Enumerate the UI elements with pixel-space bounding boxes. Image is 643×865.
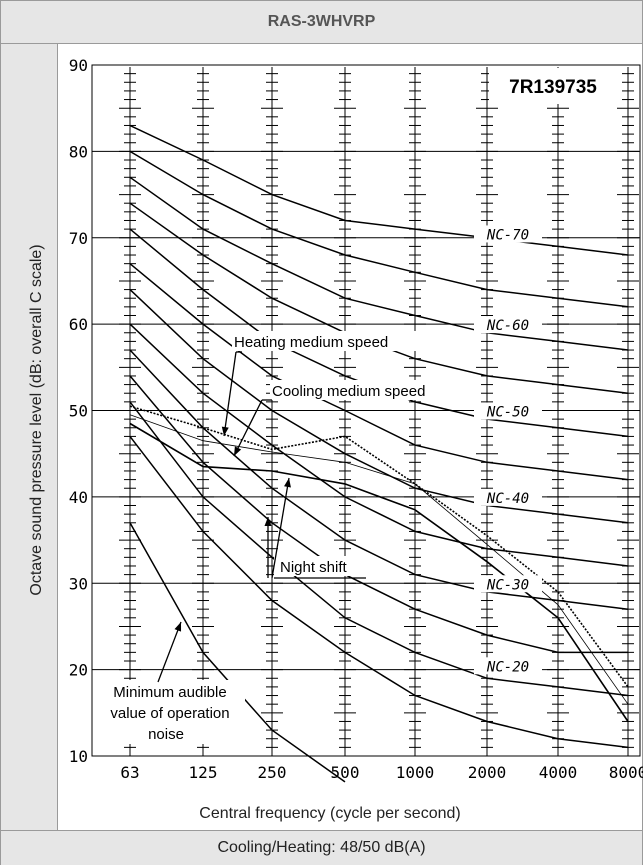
night-arrow-1-head [264, 517, 272, 526]
nc-curve [129, 375, 628, 654]
x-tick-label: 63 [120, 763, 139, 782]
cooling-label-bg [270, 380, 464, 400]
x-tick-label: 8000 [609, 763, 643, 782]
night-arrow-2 [271, 477, 290, 579]
series-line [129, 414, 629, 705]
nc-label-bg [474, 402, 542, 420]
nc-curve-label: NC-50 [486, 405, 529, 421]
code-label-box [489, 68, 617, 104]
nc-curve [129, 349, 629, 610]
y-tick-label: 60 [69, 315, 88, 334]
x-tick-label: 1000 [396, 763, 435, 782]
y-tick-label: 40 [69, 488, 88, 507]
cooling-arrow-head [234, 446, 242, 456]
nc-curve [129, 263, 629, 481]
labels-layer: 10 20 30 40 50 60 70 80 90 63 125 250 500 1000 2000 400… [69, 56, 643, 782]
nc-curve-label: NC-30 [486, 577, 529, 593]
cooling-label: Cooling medium speed [272, 383, 425, 400]
night-label: Night shift [280, 559, 348, 576]
y-tick-label: 10 [69, 747, 88, 766]
y-tick-label: 80 [69, 142, 88, 161]
nc-curve [129, 401, 629, 697]
nc-curve [129, 435, 629, 749]
nc-label-bg [474, 657, 542, 675]
x-tick-label: 125 [189, 763, 218, 782]
x-tick-label: 4000 [539, 763, 578, 782]
code-label: 7R139735 [509, 77, 597, 98]
y-label-column [1, 44, 58, 830]
min-audible-arrow [157, 621, 182, 683]
nc-curve-label: NC-20 [486, 659, 529, 675]
night-arrow-2-head [284, 478, 291, 488]
y-tick-label: 30 [69, 574, 88, 593]
summary-bar: Cooling/Heating: 48/50 dB(A) [1, 830, 642, 865]
model-title: RAS-3WHVRP [267, 13, 376, 30]
min-audible-label-3: noise [148, 726, 184, 743]
min-audible-label-bg [95, 680, 245, 744]
heating-arrow-head [221, 426, 229, 436]
min-audible-label-2: value of operation [110, 705, 229, 722]
nc-label-bg [474, 316, 542, 334]
nc-label-bg [474, 575, 542, 593]
y-tick-label: 90 [69, 56, 88, 75]
nc-curve [129, 124, 629, 256]
series-line [129, 405, 629, 688]
chart-title-bar: RAS-3WHVRP [1, 1, 642, 44]
nc-curve [129, 289, 629, 524]
nc-curve-label: NC-70 [486, 227, 529, 243]
nc-curves-layer [129, 124, 629, 783]
nc-curve-label: NC-60 [486, 318, 529, 334]
y-tick-label: 70 [69, 229, 88, 248]
nc-label-bg [474, 225, 542, 243]
x-axis-label: Central frequency (cycle per second) [199, 805, 460, 822]
nc-curve [129, 150, 629, 308]
heating-label: Heating medium speed [234, 334, 388, 351]
nc-curve-label: NC-40 [486, 491, 529, 507]
series-layer [129, 405, 629, 722]
series-line [129, 422, 629, 722]
min-audible-arrow-head [174, 622, 182, 632]
y-axis-label: Octave sound pressure level (dB: overall… [28, 244, 45, 595]
nc-curve [129, 323, 629, 567]
y-tick-label: 50 [69, 402, 88, 421]
nc-curve [129, 176, 629, 351]
y-tick-label: 20 [69, 661, 88, 680]
nc-label-bg [474, 488, 542, 506]
cooling-arrow [233, 399, 263, 457]
x-tick-label: 500 [331, 763, 360, 782]
tick-marks-layer [119, 67, 639, 756]
night-label-bg [274, 556, 368, 576]
x-tick-label: 250 [258, 763, 287, 782]
heating-label-bg [232, 331, 426, 351]
summary-text: Cooling/Heating: 48/50 dB(A) [217, 839, 426, 856]
min-audible-label-1: Minimum audible [113, 684, 226, 701]
heating-arrow [223, 351, 237, 437]
x-tick-label: 2000 [468, 763, 507, 782]
